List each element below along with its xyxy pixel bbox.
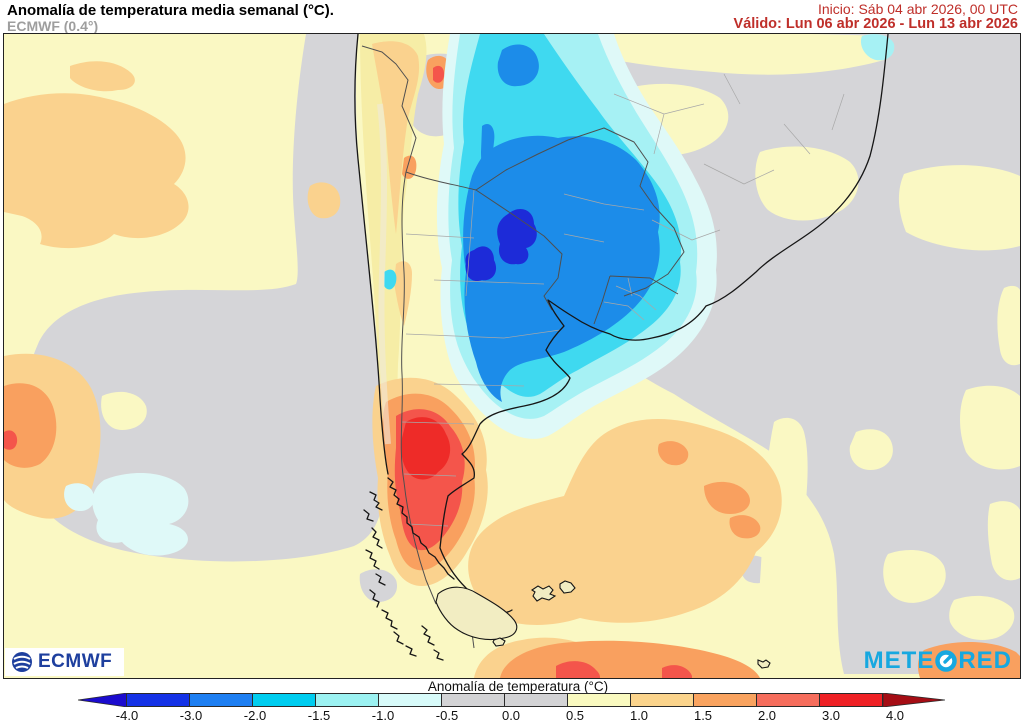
colorbar-tick--3.0: -3.0 xyxy=(179,708,203,720)
islands xyxy=(435,580,771,669)
colorbar-footer: Anomalía de temperatura (°C) -4.0 -3.0 -2.… xyxy=(0,679,1024,720)
colorbar-right-arrow xyxy=(883,693,945,707)
colorbar-segment-0.5-to-1.0 xyxy=(567,693,631,707)
country-borders xyxy=(361,45,685,649)
colorbar-tick--4.0: -4.0 xyxy=(115,708,139,720)
model-subtitle: ECMWF (0.4°) xyxy=(7,18,99,34)
colorbar-track xyxy=(126,693,883,707)
colorbar-ticks: -4.0 -3.0 -2.0 -1.5 -1.0 -0.5 0.0 0.5 1.0 1.5 2.0 3… xyxy=(78,708,958,720)
valid-date-label: Válido: Lun 06 abr 2026 - Lun 13 abr 202… xyxy=(733,16,1018,32)
meteored-text-right: RED xyxy=(958,647,1012,674)
ecmwf-globe-icon xyxy=(12,652,32,672)
meteored-text-left: METE xyxy=(863,647,935,674)
yellow-patches xyxy=(101,34,1020,675)
colorbar-segment--0.5-to-0.0 xyxy=(441,693,505,707)
colorbar-segment-1.0-to-1.5 xyxy=(630,693,694,707)
colorbar-tick--2.0: -2.0 xyxy=(243,708,267,720)
colorbar-segment--4.0-to--3.0 xyxy=(126,693,190,707)
colorbar-tick-0.0: 0.0 xyxy=(501,708,521,720)
colorbar xyxy=(78,693,945,707)
ecmwf-logo: ECMWF xyxy=(5,648,125,676)
colorbar-segment--1.0-to--0.5 xyxy=(378,693,442,707)
warm-blob-left-edge xyxy=(4,353,101,519)
colorbar-tick-1.0: 1.0 xyxy=(629,708,649,720)
colorbar-tick-4.0: 4.0 xyxy=(885,708,905,720)
colorbar-tick--0.5: -0.5 xyxy=(435,708,459,720)
province-borders xyxy=(401,73,845,527)
init-date-label: Inicio: Sáb 04 abr 2026, 00 UTC xyxy=(817,1,1018,17)
colorbar-segment-0.0-to-0.5 xyxy=(504,693,568,707)
colorbar-tick-0.5: 0.5 xyxy=(565,708,585,720)
ecmwf-logo-text: ECMWF xyxy=(38,651,113,672)
andes-terrain-highlight xyxy=(377,103,391,445)
meteored-gauge-icon xyxy=(935,650,958,672)
colorbar-label: Anomalía de temperatura (°C) xyxy=(427,679,609,694)
colorbar-tick-3.0: 3.0 xyxy=(821,708,841,720)
map-svg xyxy=(4,34,1020,678)
andes-strip xyxy=(360,34,427,504)
colorbar-tick--1.5: -1.5 xyxy=(307,708,331,720)
colorbar-segment--1.5-to--1.0 xyxy=(315,693,379,707)
anomaly-map: ECMWF METE RED xyxy=(3,33,1021,679)
warm-blob-pacific-north xyxy=(4,61,341,249)
colorbar-segment-1.5-to-2.0 xyxy=(693,693,757,707)
colorbar-tick-1.5: 1.5 xyxy=(693,708,713,720)
header: Anomalía de temperatura media semanal (°… xyxy=(0,0,1024,33)
meteored-logo: METE RED xyxy=(864,647,1012,675)
colorbar-tick-2.0: 2.0 xyxy=(757,708,777,720)
colorbar-segment-2.0-to-3.0 xyxy=(756,693,820,707)
colorbar-segment--2.0-to--1.5 xyxy=(252,693,316,707)
colorbar-segment--3.0-to--2.0 xyxy=(189,693,253,707)
page-title: Anomalía de temperatura media semanal (°… xyxy=(7,2,334,19)
colorbar-segment-3.0-to-4.0 xyxy=(819,693,883,707)
colorbar-left-arrow xyxy=(78,693,127,707)
colorbar-tick--1.0: -1.0 xyxy=(371,708,395,720)
